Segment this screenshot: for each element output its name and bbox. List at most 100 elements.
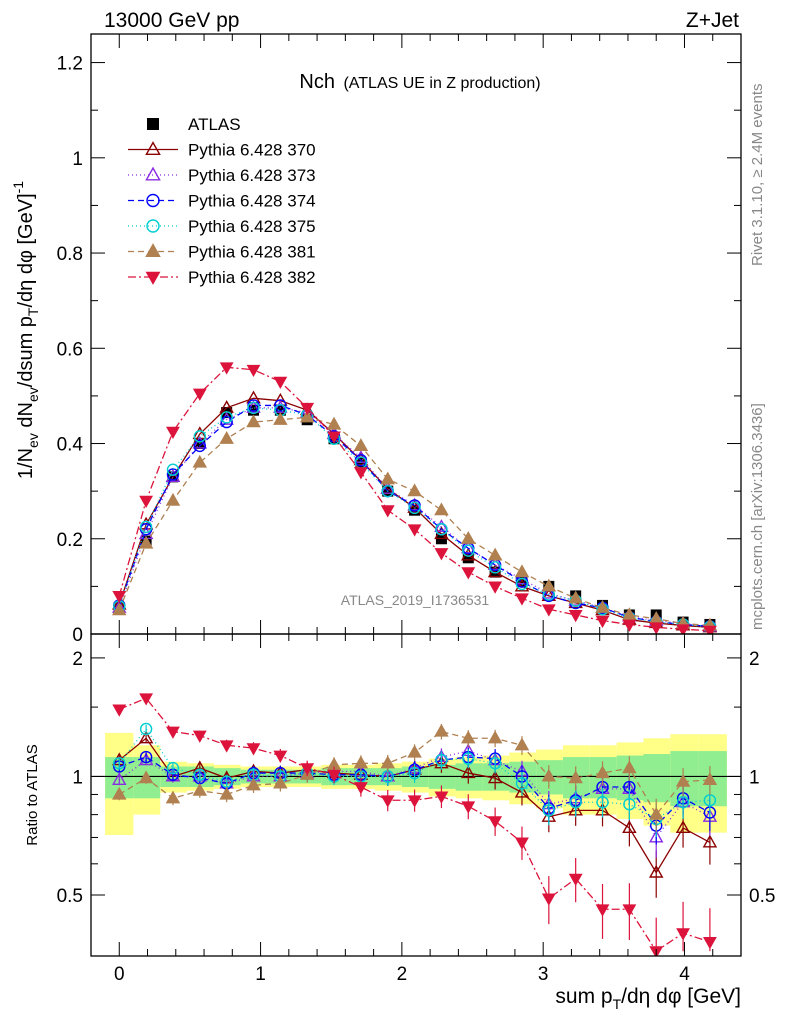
ratio-point — [648, 864, 664, 878]
ratio-point — [622, 820, 637, 834]
main-point — [112, 602, 127, 616]
main-point — [193, 430, 207, 443]
ratio-point — [541, 893, 556, 906]
main-point — [219, 431, 234, 444]
main-series-6 — [112, 362, 717, 634]
main-point — [514, 571, 530, 585]
main-point — [514, 564, 530, 578]
ratio-point — [327, 769, 341, 783]
ratio-point — [139, 693, 154, 706]
ratio-ytick-label-right: 0.5 — [749, 886, 775, 907]
analysis-label: ATLAS_2019_I1736531 — [341, 592, 490, 608]
legend-item-3: Pythia 6.428 374 — [128, 192, 316, 211]
xtick-label: 4 — [679, 964, 690, 985]
rivet-label: Rivet 3.1.10, ≥ 2.4M events — [749, 84, 766, 267]
main-point — [462, 544, 475, 557]
main-title-main: Nch — [299, 71, 335, 93]
main-point — [248, 404, 259, 416]
ratio-ytick-label: 1 — [72, 767, 83, 788]
svg-text:mcplots.cern.ch [arXiv:1306.34: mcplots.cern.ch [arXiv:1306.3436] — [749, 403, 766, 630]
ratio-point — [300, 763, 315, 776]
ratio-point — [648, 806, 664, 820]
legend-marker — [146, 193, 160, 208]
ratio-point — [461, 730, 476, 744]
main-point — [219, 362, 234, 375]
main-point — [139, 495, 154, 509]
ratio-point — [166, 726, 180, 739]
ratio-point — [676, 928, 690, 941]
ratio-point — [622, 904, 637, 917]
main-title: Nch (ATLAS UE in Z production) — [299, 71, 540, 93]
main-point — [353, 450, 369, 463]
ratio-point — [380, 795, 395, 808]
main-point — [434, 548, 449, 561]
ratio-point — [192, 782, 208, 796]
legend-label: Pythia 6.428 373 — [188, 166, 316, 185]
legend-marker — [145, 141, 161, 156]
main-point — [515, 577, 529, 591]
main-point — [622, 619, 637, 632]
legend-marker — [145, 271, 161, 285]
ratio-point — [193, 768, 207, 781]
main-point — [703, 625, 717, 634]
main-point — [299, 409, 315, 423]
ratio-point — [675, 773, 691, 787]
main-point — [381, 484, 394, 498]
main-ytick-label: 1 — [72, 149, 83, 170]
main-point — [274, 399, 287, 412]
main-point — [541, 585, 557, 599]
ratio-point — [703, 937, 717, 950]
ratio-series-line — [119, 697, 711, 953]
ratio-point — [138, 730, 154, 744]
ratio-point — [462, 752, 475, 765]
ratio-point — [435, 753, 448, 767]
legend-marker — [146, 219, 160, 233]
ratio-point — [139, 722, 153, 736]
legend-item-5: Pythia 6.428 381 — [128, 243, 316, 262]
main-point — [676, 624, 690, 634]
main-point — [380, 471, 395, 485]
ratio-point — [273, 775, 288, 789]
legend-label: Pythia 6.428 382 — [188, 268, 316, 287]
legend-item-6: Pythia 6.428 382 — [128, 268, 316, 287]
main-ytick-label: 1.2 — [57, 54, 83, 75]
main-point — [434, 519, 449, 532]
legend-marker — [147, 118, 159, 130]
ratio-point — [166, 761, 180, 775]
main-ytick-label: 0.8 — [57, 244, 83, 265]
ratio-ytick-label: 0.5 — [57, 886, 83, 907]
main-point — [138, 535, 154, 549]
main-point — [595, 600, 610, 613]
svg-text:Rivet 3.1.10, ≥ 2.4M events: Rivet 3.1.10, ≥ 2.4M events — [749, 84, 766, 267]
mcplots-label: mcplots.cern.ch [arXiv:1306.3436] — [749, 403, 766, 630]
main-point — [220, 411, 233, 424]
main-point — [434, 502, 449, 516]
legend-item-2: Pythia 6.428 373 — [128, 166, 316, 185]
main-point — [273, 376, 288, 389]
ratio-point — [487, 770, 503, 784]
ratio-point — [676, 796, 690, 809]
xtick-label: 2 — [397, 964, 408, 985]
main-point — [595, 615, 610, 629]
main-point — [273, 411, 288, 425]
main-point — [274, 404, 286, 416]
main-panel: 0 0.2 0.4 0.6 0.8 1 1.2 — [57, 33, 742, 646]
main-point — [649, 622, 664, 634]
band-inner — [643, 754, 671, 803]
ratio-point — [408, 766, 421, 780]
ratio-ytick-label-right: 2 — [749, 649, 760, 670]
ratio-point — [353, 782, 368, 795]
main-ytick-label: 0.6 — [57, 339, 83, 360]
ratio-ytick-label-right: 1 — [749, 767, 760, 788]
main-point — [461, 567, 476, 580]
xtick-label: 3 — [538, 964, 549, 985]
main-point — [488, 561, 502, 574]
main-series — [112, 362, 718, 634]
ratio-point — [595, 904, 610, 917]
ratio-point — [675, 820, 691, 834]
ratio-series-5 — [112, 693, 717, 956]
legend-item-1: Pythia 6.428 370 — [128, 141, 316, 160]
main-ticks: 0 0.2 0.4 0.6 0.8 1 1.2 — [57, 34, 741, 646]
ratio-point — [514, 737, 530, 751]
main-title-sub: (ATLAS UE in Z production) — [343, 75, 540, 92]
